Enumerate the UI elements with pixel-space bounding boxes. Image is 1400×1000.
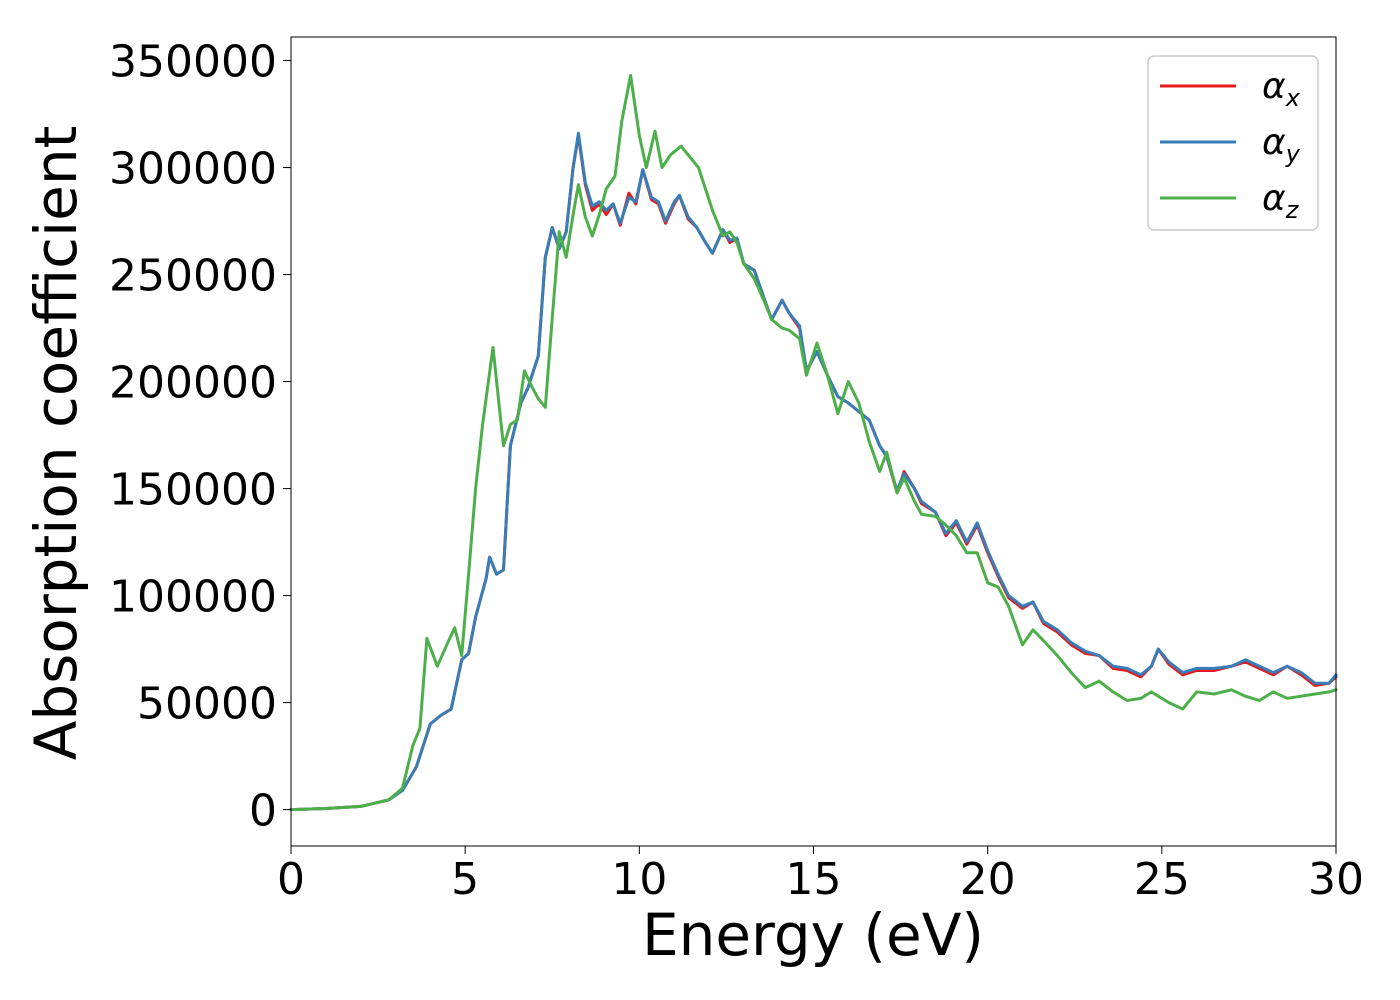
y-tick-label: 300000 [109,144,277,195]
y-tick-label: 200000 [109,358,277,409]
y-tick-label: 0 [249,786,277,837]
x-axis-label: Energy (eV) [642,901,984,969]
y-tick-label: 150000 [109,465,277,516]
y-axis-ticks: 0 50000 100000 150000 200000 250000 300000 3500… [109,37,291,837]
legend-label-y: αy [1262,122,1301,168]
x-tick-label: 25 [1134,854,1190,905]
x-tick-label: 15 [786,854,842,905]
x-tick-label: 10 [611,854,667,905]
y-tick-label: 50000 [137,679,277,730]
legend-label-x: αx [1262,66,1301,112]
x-tick-label: 0 [277,854,305,905]
y-axis-label: Absorption coefficient [22,126,90,761]
y-tick-label: 250000 [109,251,277,302]
x-axis-ticks: 0 5 10 15 20 25 30 [277,846,1364,905]
series-layer [289,74,1338,812]
legend-label-z: αz [1262,178,1300,224]
series-line-z [289,74,1338,812]
y-tick-label: 100000 [109,572,277,623]
legend: αx αy αz [1147,55,1319,231]
x-tick-label: 5 [451,854,479,905]
y-tick-label: 350000 [109,37,277,88]
x-tick-label: 30 [1308,854,1364,905]
x-tick-label: 20 [960,854,1016,905]
